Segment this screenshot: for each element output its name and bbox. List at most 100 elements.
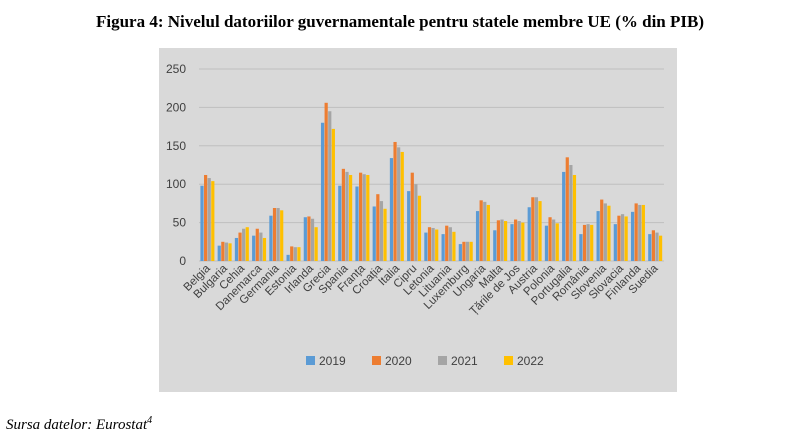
bar: [286, 254, 290, 261]
chart-area: 0 50 100 150 200 250 Belgia Bulgaria Cehia Danem…: [159, 48, 677, 392]
y-tick-label: 150: [166, 139, 186, 153]
bar: [410, 172, 414, 261]
bar: [630, 211, 635, 261]
bar: [228, 243, 232, 261]
bar: [259, 232, 263, 261]
bar: [427, 227, 432, 261]
bar: [383, 208, 387, 261]
legend-swatch: [504, 356, 513, 365]
bars: [200, 102, 663, 262]
bar: [310, 218, 315, 261]
bar: [607, 205, 611, 261]
legend-label: 2021: [451, 354, 478, 368]
bar: [538, 201, 542, 261]
bar: [262, 237, 267, 261]
bar: [534, 197, 539, 261]
bar: [514, 219, 518, 261]
bar: [355, 186, 359, 261]
bar: [544, 225, 549, 261]
bar: [565, 157, 569, 261]
bar: [620, 214, 625, 261]
bar: [280, 210, 284, 261]
bar: [469, 241, 473, 261]
bar: [207, 178, 211, 261]
bar: [458, 244, 462, 261]
figure-title: Figura 4: Nivelul datoriilor guvernament…: [95, 12, 704, 31]
bar: [452, 231, 456, 261]
bar: [414, 184, 418, 261]
bar: [359, 172, 363, 261]
bar: [221, 241, 225, 261]
bar: [586, 224, 590, 261]
bar: [582, 224, 587, 261]
bar: [252, 235, 256, 261]
bar: [211, 181, 215, 261]
legend-swatch: [372, 356, 381, 365]
legend-swatch: [438, 356, 447, 365]
bar: [493, 230, 497, 261]
bar: [475, 211, 480, 261]
bar: [379, 201, 384, 261]
y-tick-label: 50: [173, 216, 187, 230]
bar: [465, 241, 470, 261]
bar: [242, 228, 246, 261]
bar: [483, 201, 487, 261]
y-tick-label: 0: [179, 254, 186, 268]
bar: [217, 245, 221, 261]
x-axis-ticks: BelgiaBulgariaCehiaDanemarcaGermaniaEsto…: [182, 262, 661, 317]
bar: [603, 203, 607, 261]
bar: [224, 242, 229, 261]
bar: [407, 191, 411, 261]
bar: [366, 174, 370, 261]
bar: [613, 224, 617, 261]
legend-label: 2022: [517, 354, 544, 368]
bar: [658, 235, 663, 261]
bar: [276, 208, 280, 261]
bar: [320, 122, 325, 261]
bar: [303, 217, 307, 261]
bar: [648, 234, 652, 261]
bar: [617, 215, 621, 261]
bar: [362, 174, 366, 261]
bar: [397, 147, 401, 261]
bar: [200, 185, 204, 261]
bar: [345, 171, 349, 261]
bar: [569, 165, 573, 261]
bar: [234, 237, 239, 261]
bar: [517, 221, 521, 261]
bar: [500, 219, 504, 261]
bar: [555, 223, 559, 261]
bar: [269, 215, 273, 261]
bar: [503, 221, 508, 261]
bar: [431, 227, 435, 261]
bar: [245, 227, 249, 261]
bar: [562, 171, 566, 261]
source-note: Sursa datelor: Eurostat4: [6, 415, 152, 434]
y-tick-label: 100: [166, 177, 186, 191]
bar: [293, 247, 297, 261]
bar: [579, 234, 583, 261]
legend-swatch: [306, 356, 315, 365]
bar: [572, 174, 577, 261]
debt-bar-chart: 0 50 100 150 200 250 BelgiaBulgariaCehiaDanem…: [166, 62, 664, 368]
bar: [486, 204, 490, 261]
bar: [331, 128, 335, 261]
bar: [521, 222, 525, 261]
source-text: Sursa datelor: Eurostat: [6, 417, 148, 433]
bar: [441, 234, 445, 261]
y-axis-ticks: 0 50 100 150 200 250: [166, 62, 186, 268]
bar: [290, 246, 294, 261]
bar: [204, 174, 208, 261]
bar: [238, 232, 242, 261]
bar: [328, 111, 332, 261]
bar: [348, 174, 353, 261]
bar: [479, 200, 483, 261]
bar: [462, 241, 466, 261]
bar: [651, 230, 655, 261]
bar: [596, 211, 600, 261]
bar: [531, 197, 535, 261]
bar: [400, 151, 404, 261]
bar: [496, 220, 500, 261]
bar: [445, 225, 449, 261]
bar: [393, 141, 397, 261]
